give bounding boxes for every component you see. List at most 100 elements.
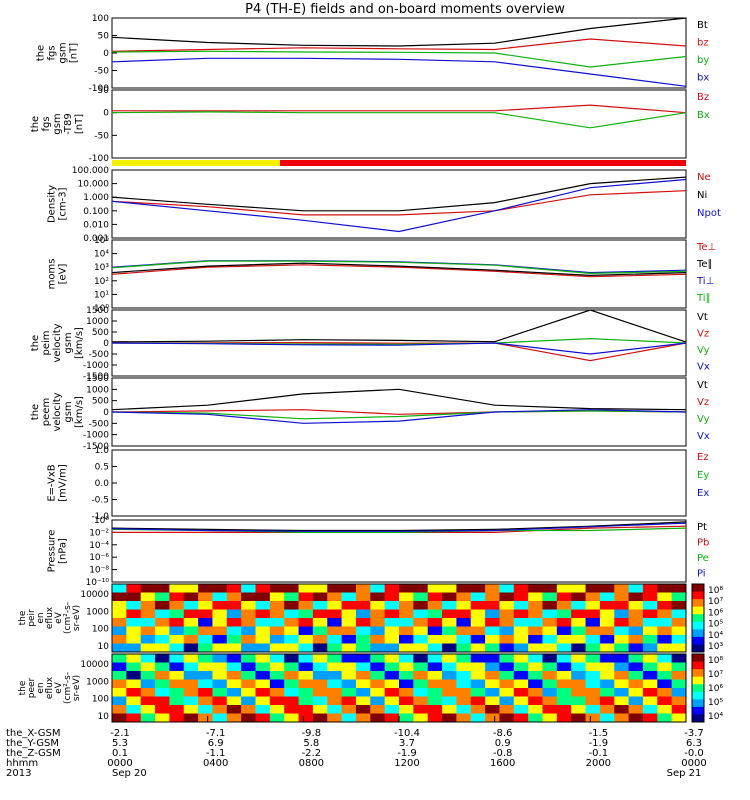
spectrogram-cell: [556, 654, 572, 663]
y-tick-label: -1000: [83, 431, 109, 441]
y-axis-label: peim: [41, 330, 52, 355]
ephemeris-value: -2.1: [110, 728, 130, 739]
spectrogram-cell: [470, 662, 486, 672]
spectrogram-cell: [298, 688, 314, 697]
spectrogram-cell: [599, 713, 615, 723]
panel-3: 10⁵ 10⁴ 10³ 10² 10¹ 10⁰ moms [eV] Te⊥ Te∥ Ti⊥ Ti∥: [47, 236, 717, 314]
spectrogram-cell: [112, 671, 127, 680]
spectrogram-cell: [198, 626, 213, 636]
spectrogram-cell: [140, 609, 156, 619]
spectrogram-cell: [355, 662, 371, 672]
spectrogram-cell: [212, 696, 228, 706]
spectrogram-cell: [628, 643, 644, 653]
spectrogram-cell: [112, 713, 127, 723]
y-tick-label: 0.001: [83, 234, 109, 244]
spectrogram-cell: [571, 601, 587, 610]
spectrogram-cell: [155, 654, 170, 663]
spectrogram-cell: [456, 688, 472, 697]
spectrogram-cell: [399, 654, 414, 663]
spectrogram-cell: [212, 662, 228, 672]
spectrogram-cell: [327, 688, 343, 697]
ephemeris-value: -3.7: [684, 728, 704, 739]
colorbar-tick-label: 10⁶: [708, 684, 723, 694]
ephemeris-value: 0000: [107, 758, 132, 769]
spectrogram-cell: [413, 688, 429, 697]
colorbar-frame: [691, 653, 705, 723]
ephemeris-value: -2.2: [302, 748, 322, 759]
spectrogram-cell: [212, 635, 228, 644]
spectrogram-cell: [241, 609, 256, 619]
spectrogram-cell: [355, 643, 371, 653]
y-tick-label: 10⁴: [94, 250, 109, 260]
spectrogram-cell: [198, 635, 213, 644]
spectrogram-cell: [312, 618, 328, 627]
spectrogram-cell: [284, 713, 300, 723]
spectrogram-cell: [112, 584, 127, 593]
spectrogram-cell: [571, 705, 587, 714]
spectrogram-cell: [413, 618, 429, 627]
spectrogram-cell: [456, 671, 472, 680]
ephemeris-value: -10.4: [394, 728, 420, 739]
y-axis-label: fgs: [47, 45, 58, 60]
spectrogram-cell: [585, 671, 601, 680]
spectrogram-cell: [169, 713, 185, 723]
spectrogram-cell: [413, 601, 429, 610]
spectrogram-cell: [585, 679, 601, 689]
spectrogram-cell: [312, 635, 328, 644]
y-tick-label: 1.0: [95, 446, 110, 456]
spectrogram-cell: [442, 626, 457, 636]
spectrogram-cell: [499, 601, 515, 610]
legend-Npot: Npot: [697, 208, 721, 219]
y-tick-label: 0: [103, 408, 109, 418]
spectrogram-cell: [513, 713, 529, 723]
spectrogram-cell: [614, 662, 630, 672]
spectrogram-cell: [183, 618, 199, 627]
spectrogram-cell: [442, 696, 457, 706]
spectrogram-cell: [327, 654, 343, 663]
spectrogram-cell: [485, 696, 500, 706]
spectrogram-cell: [499, 671, 515, 680]
spectrogram-cell: [126, 696, 142, 706]
ephemeris-year: 2013: [6, 768, 31, 779]
spectrogram-cell: [169, 643, 185, 653]
spectrogram-cell: [413, 662, 429, 672]
spectrogram-cell: [413, 696, 429, 706]
spectrogram-cell: [183, 601, 199, 610]
y-tick-label: -0.5: [91, 496, 109, 506]
y-tick-label: -1500: [83, 372, 109, 382]
spectrogram-cell: [241, 662, 256, 672]
spectrogram-cell: [413, 626, 429, 636]
spectrogram-cell: [556, 592, 572, 602]
spectrogram-cell: [671, 626, 687, 636]
legend-Ex: Ex: [697, 488, 709, 499]
spectrogram-cell: [155, 688, 170, 697]
spectrogram-cell: [499, 643, 515, 653]
colorbar-swatch: [692, 599, 704, 608]
spectrogram-cell: [140, 654, 156, 663]
spectrogram-cell: [183, 679, 199, 689]
spectrogram-cell: [585, 635, 601, 644]
ephemeris-value: -0.0: [684, 748, 704, 759]
spectrogram-cell: [427, 601, 443, 610]
ephemeris-value: 5.3: [112, 738, 128, 749]
spectrogram-cell: [298, 643, 314, 653]
spectrogram-cell: [298, 713, 314, 723]
spectrogram-cell: [169, 696, 185, 706]
spectrogram-cell: [284, 705, 300, 714]
spectrogram-cell: [284, 618, 300, 627]
spectrogram-cell: [485, 635, 500, 644]
spectrogram-cell: [499, 696, 515, 706]
ephemeris-value: 6.9: [208, 738, 224, 749]
spectrogram-cell: [341, 696, 357, 706]
spectrogram-cell: [298, 592, 314, 602]
spectrogram-cell: [384, 592, 400, 602]
spectrogram-cell: [556, 601, 572, 610]
spectrogram-cell: [226, 626, 242, 636]
series-Ne: [111, 190, 687, 216]
y-tick-label: 1000: [86, 385, 109, 395]
y-tick-label: 10⁻⁴: [89, 541, 109, 551]
spectrogram-cell: [140, 671, 156, 680]
spectrogram-cell: [384, 609, 400, 619]
y-axis-label: peer: [27, 677, 37, 698]
spectrogram-cell: [384, 584, 400, 593]
